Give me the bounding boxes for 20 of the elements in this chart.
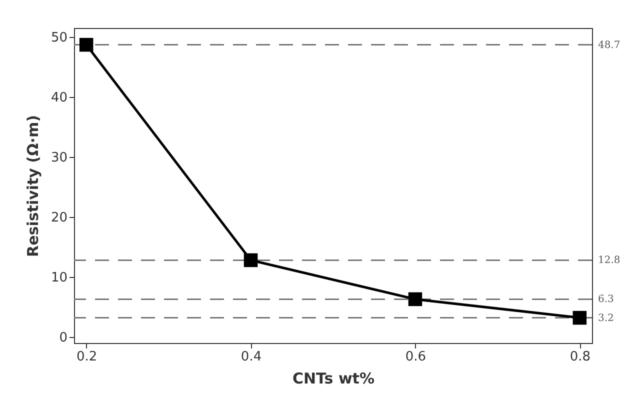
point xyxy=(408,292,422,306)
point xyxy=(244,253,258,268)
x-tick-label: 0.2 xyxy=(76,350,98,364)
y-tick-label: 40 xyxy=(50,90,68,106)
x-tick-label: 0.8 xyxy=(570,350,591,364)
x-tick-label: 0.6 xyxy=(405,350,426,364)
y-axis-title: Resistivity (Ω·m) xyxy=(24,115,42,257)
y-tick-label: 0 xyxy=(59,330,68,346)
x-axis-title: CNTs wt% xyxy=(292,370,375,388)
x-tick-label: 0.4 xyxy=(240,350,262,364)
point xyxy=(79,38,94,52)
point xyxy=(572,310,587,325)
ref-line-label: 6.3 xyxy=(598,294,614,306)
ref-line-label: 48.7 xyxy=(598,40,620,51)
y-tick-label: 20 xyxy=(50,210,68,226)
ref-line-label: 12.8 xyxy=(598,255,620,266)
ref-line-label: 3.2 xyxy=(598,312,614,324)
y-tick-label: 50 xyxy=(50,30,68,46)
y-tick-label: 30 xyxy=(50,150,68,166)
y-tick-label: 10 xyxy=(50,270,68,286)
